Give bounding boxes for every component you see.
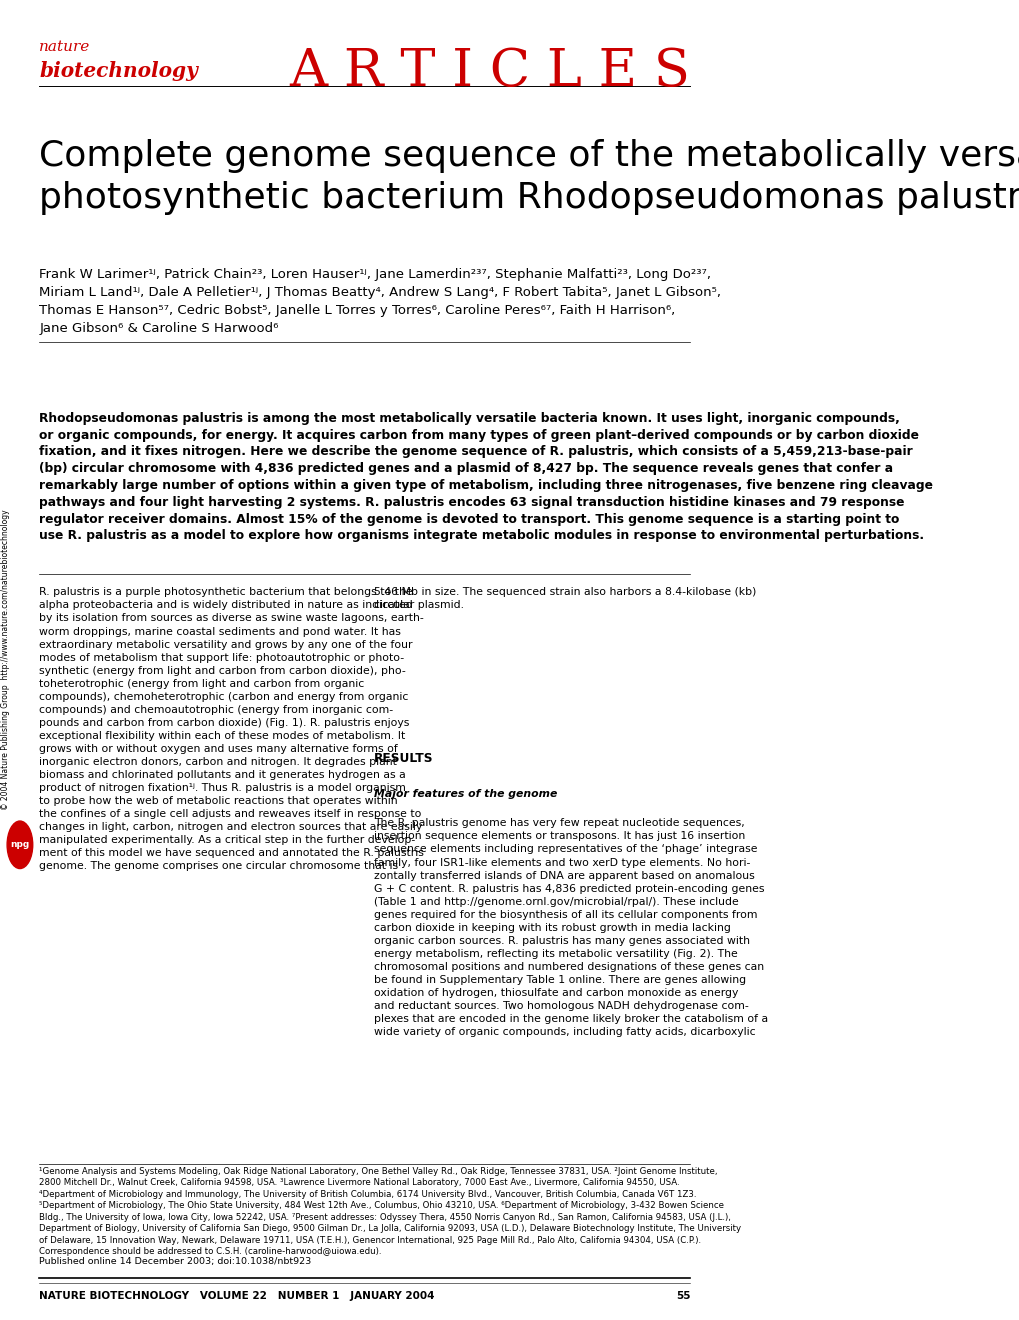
Text: nature: nature (39, 40, 91, 54)
Text: biotechnology: biotechnology (39, 61, 198, 81)
Text: © 2004 Nature Publishing Group  http://www.nature.com/naturebiotechnology: © 2004 Nature Publishing Group http://ww… (1, 510, 10, 810)
Text: Rhodopseudomonas palustris is among the most metabolically versatile bacteria kn: Rhodopseudomonas palustris is among the … (39, 412, 932, 543)
Text: npg: npg (10, 841, 30, 849)
Circle shape (7, 821, 33, 869)
Text: ¹Genome Analysis and Systems Modeling, Oak Ridge National Laboratory, One Bethel: ¹Genome Analysis and Systems Modeling, O… (39, 1167, 741, 1257)
Text: Complete genome sequence of the metabolically versatile
photosynthetic bacterium: Complete genome sequence of the metaboli… (39, 139, 1019, 215)
Text: NATURE BIOTECHNOLOGY   VOLUME 22   NUMBER 1   JANUARY 2004: NATURE BIOTECHNOLOGY VOLUME 22 NUMBER 1 … (39, 1291, 434, 1302)
Text: Published online 14 December 2003; doi:10.1038/nbt923: Published online 14 December 2003; doi:1… (39, 1257, 311, 1266)
Text: The R. palustris genome has very few repeat nucleotide sequences,
insertion sequ: The R. palustris genome has very few rep… (373, 818, 767, 1038)
Text: A R T I C L E S: A R T I C L E S (289, 46, 690, 98)
Text: Frank W Larimer¹ʲ, Patrick Chain²³, Loren Hauser¹ʲ, Jane Lamerdin²³⁷, Stephanie : Frank W Larimer¹ʲ, Patrick Chain²³, Lore… (39, 268, 720, 335)
Text: Major features of the genome: Major features of the genome (373, 789, 556, 800)
Text: 5.46 Mb in size. The sequenced strain also harbors a 8.4-kilobase (kb)
circular : 5.46 Mb in size. The sequenced strain al… (373, 587, 755, 610)
Text: 55: 55 (676, 1291, 690, 1302)
Text: R. palustris is a purple photosynthetic bacterium that belongs to the
alpha prot: R. palustris is a purple photosynthetic … (39, 587, 424, 871)
Text: RESULTS: RESULTS (373, 752, 433, 766)
